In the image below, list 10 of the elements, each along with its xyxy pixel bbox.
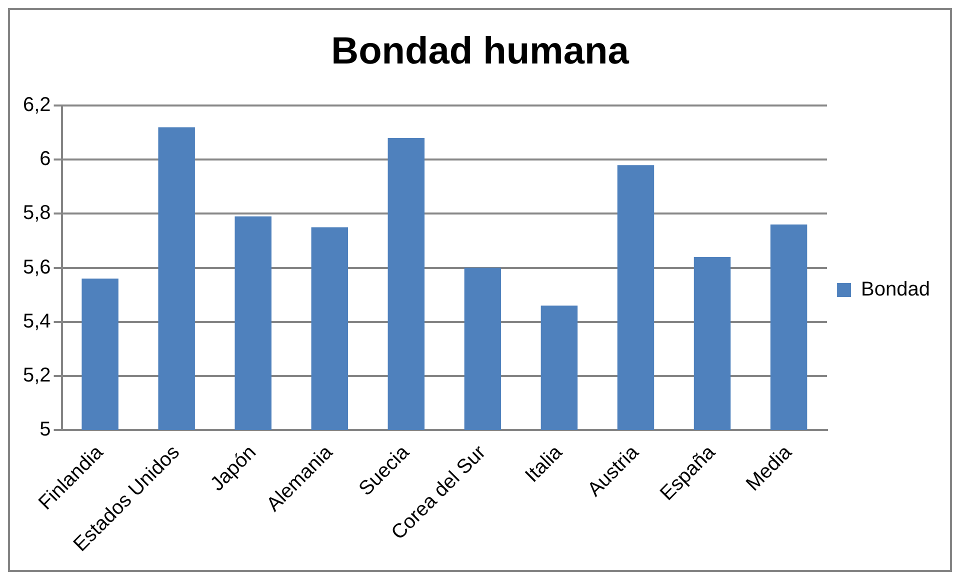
- legend-label: Bondad: [861, 278, 930, 301]
- y-tick-label: 5,6: [22, 256, 51, 278]
- y-tick-label: 5,4: [22, 310, 51, 332]
- chart-title: Bondad humana: [331, 30, 630, 72]
- y-tick-label: 5: [40, 418, 51, 440]
- y-tick-label: 5,8: [22, 202, 51, 224]
- y-tick-label: 6,2: [22, 94, 51, 116]
- y-tick-label: 5,2: [22, 364, 51, 386]
- x-tick-label: Italia: [521, 440, 568, 487]
- y-tick-label: 6: [40, 148, 51, 170]
